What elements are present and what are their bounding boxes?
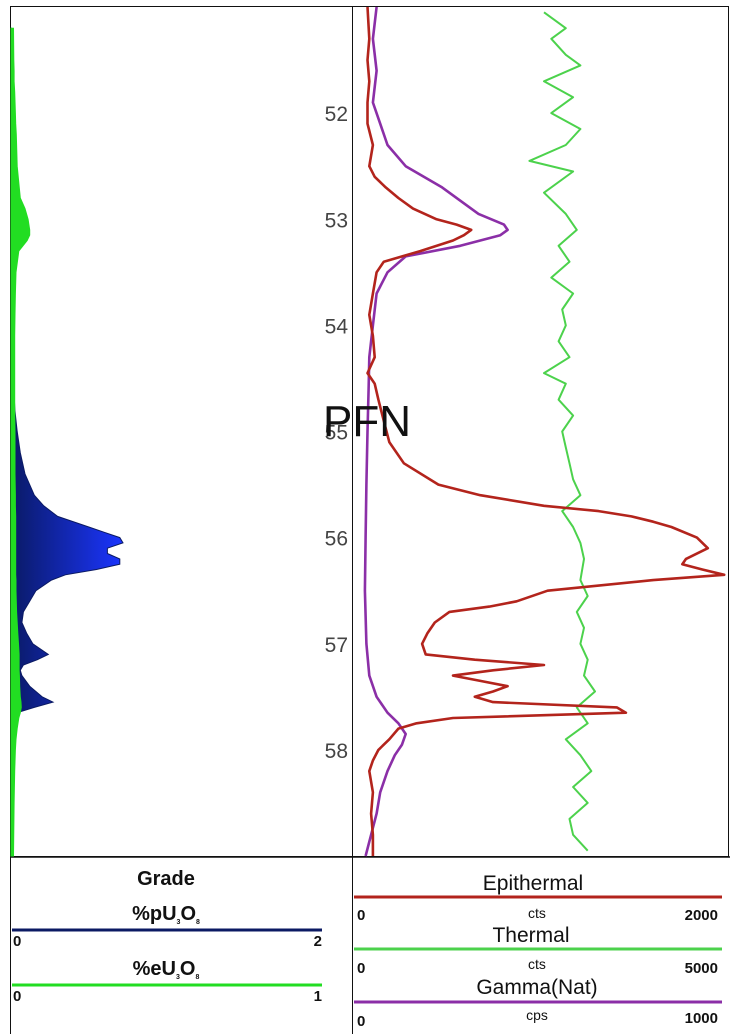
epithermal-legend-min: 0 [357, 907, 365, 924]
gamma-legend-name: Gamma(Nat) [476, 976, 597, 999]
gamma-curve [363, 6, 509, 857]
epithermal-legend-max: 2000 [685, 907, 718, 924]
pu3o8-min: 0 [13, 933, 21, 950]
epithermal-legend-unit: cts [528, 905, 546, 921]
grade-legend: Grade %pU3O8 0 2 %eU3O8 0 1 [12, 868, 322, 1005]
depth-tick-label: 56 [325, 528, 348, 551]
thermal-legend-name: Thermal [492, 924, 569, 947]
pu3o8-area [10, 27, 124, 857]
curves-track [363, 6, 726, 857]
eu3o8-label: %eU3O8 [133, 958, 200, 981]
depth-tick-label: 52 [325, 103, 348, 126]
epithermal-curve [366, 6, 726, 856]
thermal-legend-max: 5000 [685, 960, 718, 977]
grade-track [10, 27, 124, 857]
depth-tick-label: 57 [325, 634, 348, 657]
thermal-curve [528, 11, 596, 852]
gamma-legend-unit: cps [526, 1007, 548, 1023]
epithermal-legend-name: Epithermal [483, 872, 583, 895]
gamma-legend-max: 1000 [685, 1010, 718, 1027]
pu3o8-label: %pU3O8 [132, 903, 200, 926]
pu3o8-max: 2 [314, 933, 322, 950]
gamma-legend-min: 0 [357, 1013, 365, 1030]
eu3o8-max: 1 [314, 988, 322, 1005]
depth-tick-label: 58 [325, 740, 348, 763]
grade-track-frame [10, 6, 353, 857]
eu3o8-area [10, 27, 31, 857]
thermal-legend-min: 0 [357, 960, 365, 977]
curves-legend: Epithermal cts 0 2000 Thermal cts 0 5000… [354, 872, 722, 1030]
thermal-legend-unit: cts [528, 956, 546, 972]
depth-tick-label: 54 [325, 315, 349, 338]
depth-tick-label: 55 [325, 422, 348, 445]
depth-tick-label: 53 [325, 209, 348, 232]
depth-axis: 52 53 54 55 56 57 58 [325, 103, 349, 763]
eu3o8-min: 0 [13, 988, 21, 1005]
grade-legend-title: Grade [137, 868, 195, 890]
overlay-label: PFN [323, 397, 411, 446]
